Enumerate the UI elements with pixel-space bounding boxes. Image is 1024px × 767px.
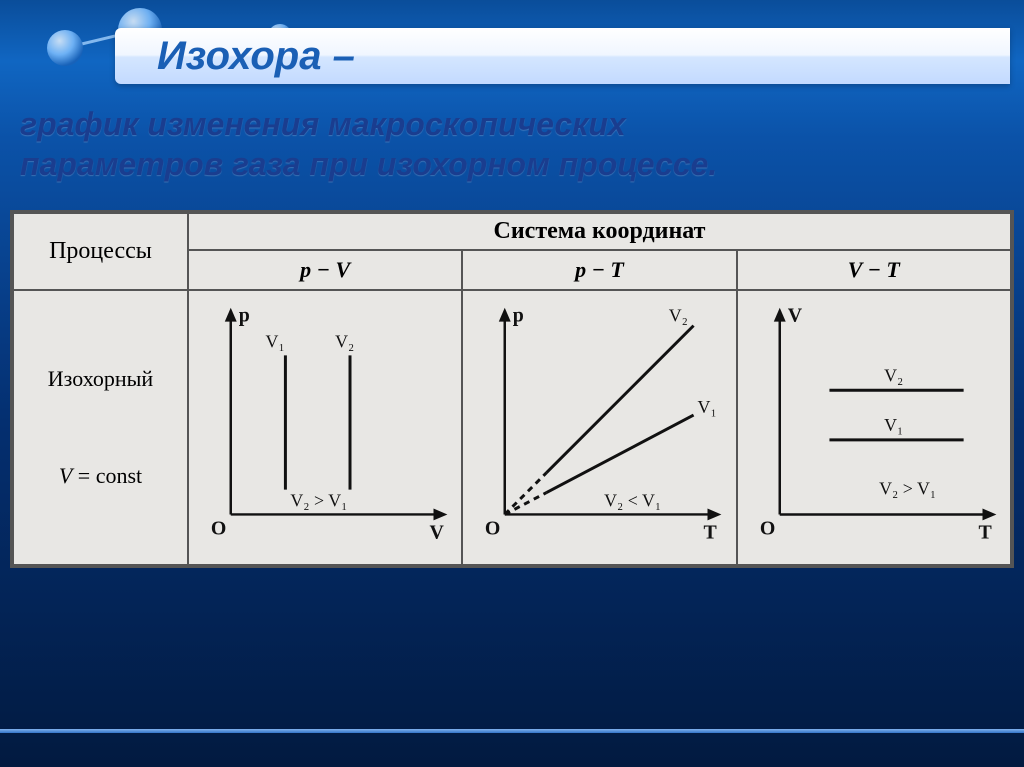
- slide-title: Изохора –: [157, 34, 355, 79]
- vt-v2: V₂: [884, 365, 903, 385]
- pv-v1: V₁: [266, 331, 285, 351]
- vt-ineq: V₂ > V₁: [879, 479, 936, 499]
- pt-ineq: V₂ < V₁: [604, 490, 661, 510]
- plot-pt: p T O V₂ V₁ V₂ < V₁: [462, 290, 736, 565]
- title-bar: Изохора –: [115, 28, 1010, 84]
- chart-vt: V T O V₂ V₁ V₂ > V₁: [740, 295, 1008, 555]
- header-coord-system: Система координат: [188, 213, 1011, 250]
- chart-pv: p V O V₁ V₂ V₂ > V₁: [191, 295, 459, 555]
- pv-ineq: V₂ > V₁: [290, 490, 347, 510]
- chart-pt: p T O V₂ V₁ V₂ < V₁: [465, 295, 733, 555]
- footer-divider: [0, 729, 1024, 733]
- vt-origin: O: [760, 517, 775, 539]
- pv-v2: V₂: [335, 331, 354, 351]
- vt-y-axis: V: [787, 305, 802, 327]
- vt-x-axis: T: [978, 521, 991, 543]
- pt-x-axis: T: [704, 521, 717, 543]
- row-label: Изохорный V = const: [13, 290, 188, 565]
- pv-origin: O: [211, 517, 226, 539]
- process-table: Процессы Система координат p − V p − T V…: [10, 210, 1014, 568]
- header-pt: p − T: [462, 250, 736, 290]
- slide: Изохора – график изменения макроскопичес…: [0, 0, 1024, 767]
- header-pv: p − V: [188, 250, 462, 290]
- header-processes: Процессы: [13, 213, 188, 290]
- pt-v2: V₂: [669, 306, 688, 326]
- subtitle-line-2: параметров газа при изохорном процессе.: [20, 146, 717, 182]
- pv-x-axis: V: [430, 521, 445, 543]
- plot-pv: p V O V₁ V₂ V₂ > V₁: [188, 290, 462, 565]
- pt-y-axis: p: [513, 305, 524, 327]
- slide-subtitle: график изменения макроскопических параме…: [20, 104, 1004, 184]
- process-name: Изохорный: [48, 366, 153, 391]
- eq-var: V: [59, 463, 72, 488]
- pt-v1: V₁: [698, 397, 717, 417]
- subtitle-line-1: график изменения макроскопических: [20, 106, 626, 142]
- plot-vt: V T O V₂ V₁ V₂ > V₁: [737, 290, 1011, 565]
- pt-origin: O: [485, 517, 500, 539]
- eq-rest: = const: [72, 463, 142, 488]
- vt-v1: V₁: [884, 415, 903, 435]
- pv-y-axis: p: [239, 305, 250, 327]
- header-vt: V − T: [737, 250, 1011, 290]
